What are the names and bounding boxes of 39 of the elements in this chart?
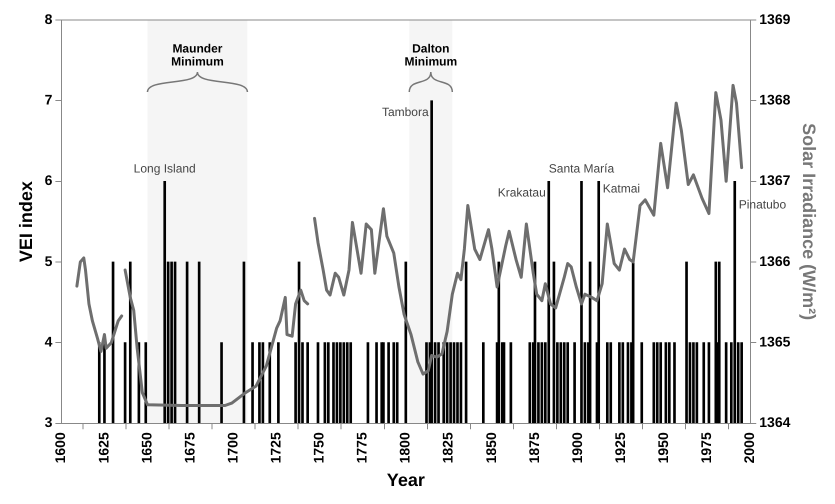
annotation: Long Island — [134, 162, 196, 176]
y-tick-label: 4 — [44, 333, 53, 350]
x-tick-label: 1825 — [440, 432, 456, 464]
y-tick-label: 8 — [44, 10, 53, 27]
y2-axis-title: Solar Irradiance (W/m²) — [799, 123, 820, 320]
band-label: Dalton Minimum — [404, 41, 458, 68]
y2-tick-label: 1365 — [759, 333, 791, 350]
x-tick-label: 1675 — [181, 432, 198, 464]
x-tick-label: 1925 — [612, 432, 628, 464]
y2-tick-label: 1367 — [759, 172, 791, 188]
x-tick-label: 1625 — [95, 432, 112, 464]
x-tick-label: 1875 — [526, 432, 542, 464]
annotation: Santa María — [548, 162, 614, 176]
annotation: Tambora — [382, 104, 429, 119]
annotation: Krakatau — [498, 186, 546, 200]
band-label: Maunder Minimum — [171, 41, 224, 68]
x-tick-label: 1900 — [568, 432, 585, 464]
x-tick-label: 1800 — [396, 432, 413, 464]
x-tick-label: 1650 — [138, 432, 154, 464]
x-tick-label: 1750 — [310, 432, 327, 464]
x-tick-label: 2000 — [741, 432, 758, 464]
x-tick-label: 1850 — [482, 432, 499, 464]
y2-tick-label: 1369 — [759, 10, 791, 27]
x-tick-label: 1775 — [354, 432, 370, 464]
y2-tick-label: 1364 — [759, 414, 791, 430]
x-axis-title: Year — [386, 470, 425, 490]
y-tick-label: 6 — [44, 172, 53, 188]
y2-tick-label: 1368 — [759, 92, 791, 108]
annotation: Katmai — [602, 182, 640, 196]
x-tick-label: 1975 — [698, 432, 714, 464]
x-tick-label: 1700 — [224, 432, 240, 464]
y2-tick-label: 1366 — [759, 252, 791, 269]
x-tick-label: 1950 — [655, 432, 672, 464]
y-tick-label: 7 — [44, 92, 53, 108]
y-tick-label: 3 — [44, 414, 53, 430]
y-axis-title: VEI index — [16, 181, 36, 262]
y-tick-label: 5 — [44, 252, 53, 269]
x-tick-label: 1725 — [268, 432, 284, 464]
x-tick-label: 1600 — [52, 432, 68, 464]
